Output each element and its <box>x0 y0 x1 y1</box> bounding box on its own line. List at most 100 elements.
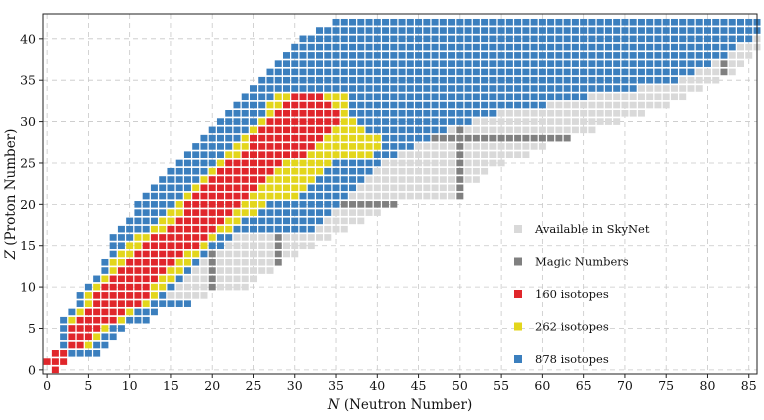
isotope-cell-available <box>662 101 670 109</box>
isotope-cell-set878 <box>382 101 390 109</box>
isotope-cell-set878 <box>274 76 282 84</box>
isotope-cell-set878 <box>547 85 555 92</box>
isotope-cell-set878 <box>208 143 216 150</box>
isotope-cell-set878 <box>654 18 662 26</box>
isotope-cell-set262 <box>241 143 249 150</box>
isotope-cell-set160 <box>216 167 224 175</box>
isotope-cell-set878 <box>200 143 208 150</box>
isotope-cell-set878 <box>464 93 472 101</box>
isotope-cell-available <box>373 192 381 200</box>
isotope-cell-available <box>571 101 579 109</box>
isotope-cell-set878 <box>621 76 629 84</box>
isotope-cell-set160 <box>93 308 101 316</box>
isotope-cell-set878 <box>307 192 315 200</box>
isotope-cell-set878 <box>340 18 348 26</box>
isotope-cell-set878 <box>208 242 216 250</box>
x-tick-label: 20 <box>204 378 220 393</box>
isotope-cell-set878 <box>481 60 489 67</box>
isotope-cell-set878 <box>101 258 109 266</box>
isotope-cell-available <box>266 250 274 258</box>
isotope-cell-set878 <box>291 52 299 59</box>
isotope-cell-set262 <box>134 234 142 241</box>
isotope-cell-set878 <box>514 27 522 34</box>
isotope-cell-available <box>646 85 654 92</box>
isotope-cell-set878 <box>621 35 629 43</box>
isotope-cell-available <box>431 159 439 167</box>
isotope-cell-set160 <box>167 242 175 250</box>
isotope-cell-set878 <box>621 52 629 59</box>
legend-swatch-262 <box>514 322 522 331</box>
isotope-cell-set160 <box>258 167 266 175</box>
isotope-cell-set878 <box>357 68 365 76</box>
isotope-cell-set878 <box>703 43 711 51</box>
isotope-cell-set878 <box>134 316 142 324</box>
isotope-cell-set160 <box>316 110 324 117</box>
isotope-cell-set878 <box>431 110 439 117</box>
isotope-cell-magic <box>456 184 464 192</box>
isotope-cell-magic <box>439 134 447 142</box>
isotope-cell-available <box>481 126 489 134</box>
isotope-cell-set878 <box>621 85 629 92</box>
isotope-cell-set878 <box>233 134 241 142</box>
isotope-cell-set878 <box>621 68 629 76</box>
isotope-cell-set878 <box>233 101 241 109</box>
isotope-cell-available <box>571 110 579 117</box>
isotope-cell-set160 <box>291 151 299 158</box>
isotope-cell-set878 <box>423 101 431 109</box>
isotope-cell-available <box>629 93 637 101</box>
isotope-cell-set878 <box>398 134 406 142</box>
isotope-cell-set878 <box>167 176 175 183</box>
isotope-cell-available <box>233 275 241 283</box>
isotope-cell-set878 <box>637 18 645 26</box>
isotope-cell-set878 <box>183 159 191 167</box>
isotope-cell-available <box>497 151 505 158</box>
isotope-cell-set160 <box>84 316 92 324</box>
isotope-cell-set878 <box>439 85 447 92</box>
isotope-cell-available <box>654 85 662 92</box>
isotope-cell-set878 <box>307 52 315 59</box>
isotope-cell-set878 <box>472 110 480 117</box>
isotope-cell-set262 <box>126 250 134 258</box>
isotope-cell-set878 <box>637 27 645 34</box>
isotope-cell-set878 <box>588 68 596 76</box>
isotope-cell-set160 <box>142 242 150 250</box>
isotope-cell-available <box>695 76 703 84</box>
isotope-cell-set878 <box>448 110 456 117</box>
isotope-cell-set878 <box>316 176 324 183</box>
isotope-cell-set878 <box>489 101 497 109</box>
isotope-cell-set878 <box>736 18 744 26</box>
isotope-cell-set262 <box>150 292 158 299</box>
isotope-cell-set878 <box>423 118 431 125</box>
isotope-cell-available <box>258 258 266 266</box>
isotope-cell-set878 <box>456 68 464 76</box>
isotope-cell-set160 <box>299 151 307 158</box>
isotope-cell-set878 <box>415 52 423 59</box>
isotope-cell-set878 <box>621 27 629 34</box>
isotope-cell-set878 <box>299 192 307 200</box>
isotope-cell-set878 <box>522 93 530 101</box>
isotope-cell-set878 <box>175 192 183 200</box>
isotope-cell-set878 <box>580 18 588 26</box>
isotope-cell-set878 <box>662 76 670 84</box>
isotope-cell-set878 <box>283 85 290 92</box>
isotope-cell-set878 <box>431 18 439 26</box>
isotope-cell-available <box>547 110 555 117</box>
isotope-cell-set878 <box>629 43 637 51</box>
isotope-cell-set878 <box>522 35 530 43</box>
isotope-cell-set878 <box>307 85 315 92</box>
legend-swatch-160 <box>514 290 522 298</box>
isotope-cell-set878 <box>712 52 720 59</box>
isotope-cell-set878 <box>316 217 324 225</box>
isotope-cell-set878 <box>613 43 621 51</box>
isotope-cell-set878 <box>357 60 365 67</box>
isotope-cell-set878 <box>150 308 158 316</box>
isotope-cell-set878 <box>522 27 530 34</box>
isotope-cell-available <box>489 143 497 150</box>
isotope-cell-set160 <box>216 201 224 208</box>
isotope-cell-available <box>712 76 720 84</box>
isotope-cell-set160 <box>324 110 332 117</box>
isotope-cell-set878 <box>324 209 332 216</box>
isotope-cell-set262 <box>233 217 241 225</box>
isotope-cell-set878 <box>101 267 109 274</box>
isotope-cell-set262 <box>93 333 101 341</box>
